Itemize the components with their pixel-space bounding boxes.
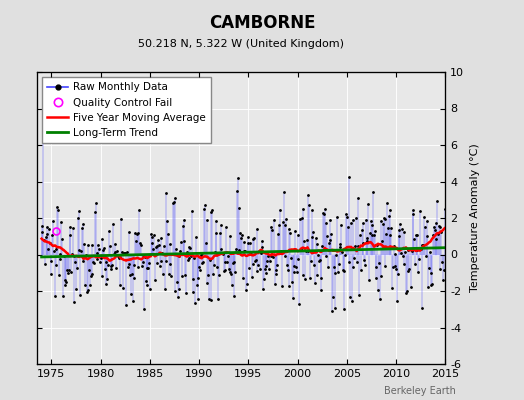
Title: 50.218 N, 5.322 W (United Kingdom): 50.218 N, 5.322 W (United Kingdom) [138, 39, 344, 49]
Y-axis label: Temperature Anomaly (°C): Temperature Anomaly (°C) [470, 144, 480, 292]
Text: Berkeley Earth: Berkeley Earth [384, 386, 456, 396]
Legend: Raw Monthly Data, Quality Control Fail, Five Year Moving Average, Long-Term Tren: Raw Monthly Data, Quality Control Fail, … [42, 77, 211, 143]
Text: CAMBORNE: CAMBORNE [209, 14, 315, 32]
